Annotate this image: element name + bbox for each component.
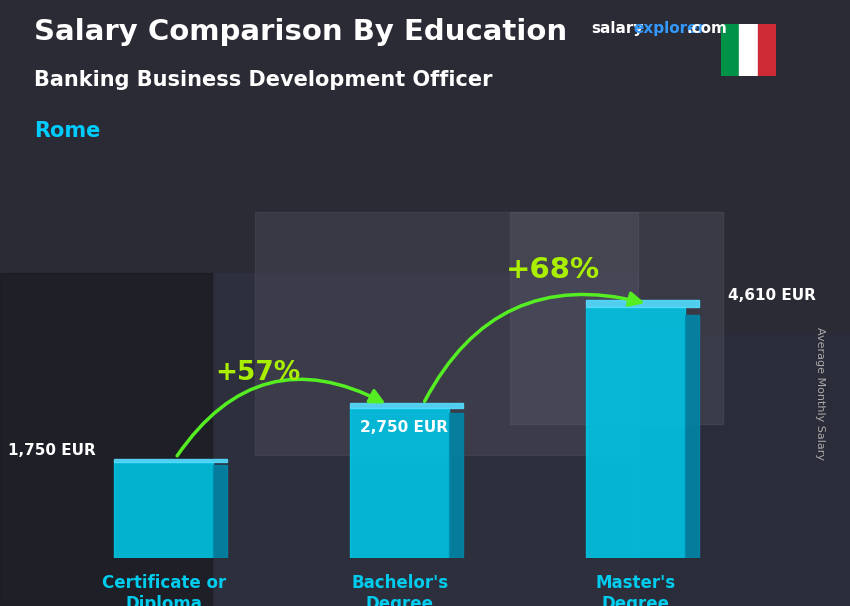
Bar bbox=[350, 408, 450, 558]
Bar bbox=[586, 307, 685, 558]
Text: +68%: +68% bbox=[506, 256, 600, 284]
Bar bbox=[721, 24, 740, 76]
FancyArrowPatch shape bbox=[425, 293, 641, 401]
Bar bbox=[213, 465, 228, 558]
Text: explorer: explorer bbox=[633, 21, 706, 36]
Bar bbox=[510, 212, 722, 424]
Bar bbox=[685, 315, 700, 558]
Text: 4,610 EUR: 4,610 EUR bbox=[728, 288, 816, 303]
Text: Average Monthly Salary: Average Monthly Salary bbox=[815, 327, 825, 461]
Bar bbox=[450, 413, 463, 558]
Bar bbox=[586, 300, 700, 307]
Bar bbox=[638, 333, 850, 606]
Bar bbox=[114, 459, 228, 462]
Bar bbox=[350, 403, 463, 408]
FancyArrowPatch shape bbox=[177, 379, 382, 456]
Bar bbox=[757, 24, 776, 76]
Bar bbox=[212, 273, 638, 606]
Bar bbox=[255, 212, 638, 454]
Text: Banking Business Development Officer: Banking Business Development Officer bbox=[34, 70, 492, 90]
Text: salary: salary bbox=[591, 21, 643, 36]
Text: Rome: Rome bbox=[34, 121, 100, 141]
Text: 2,750 EUR: 2,750 EUR bbox=[360, 420, 449, 435]
Bar bbox=[0, 273, 212, 606]
Bar bbox=[740, 24, 757, 76]
Text: +57%: +57% bbox=[216, 360, 301, 386]
Text: .com: .com bbox=[687, 21, 728, 36]
Text: Salary Comparison By Education: Salary Comparison By Education bbox=[34, 18, 567, 46]
Bar bbox=[114, 462, 213, 558]
Text: 1,750 EUR: 1,750 EUR bbox=[8, 443, 95, 458]
